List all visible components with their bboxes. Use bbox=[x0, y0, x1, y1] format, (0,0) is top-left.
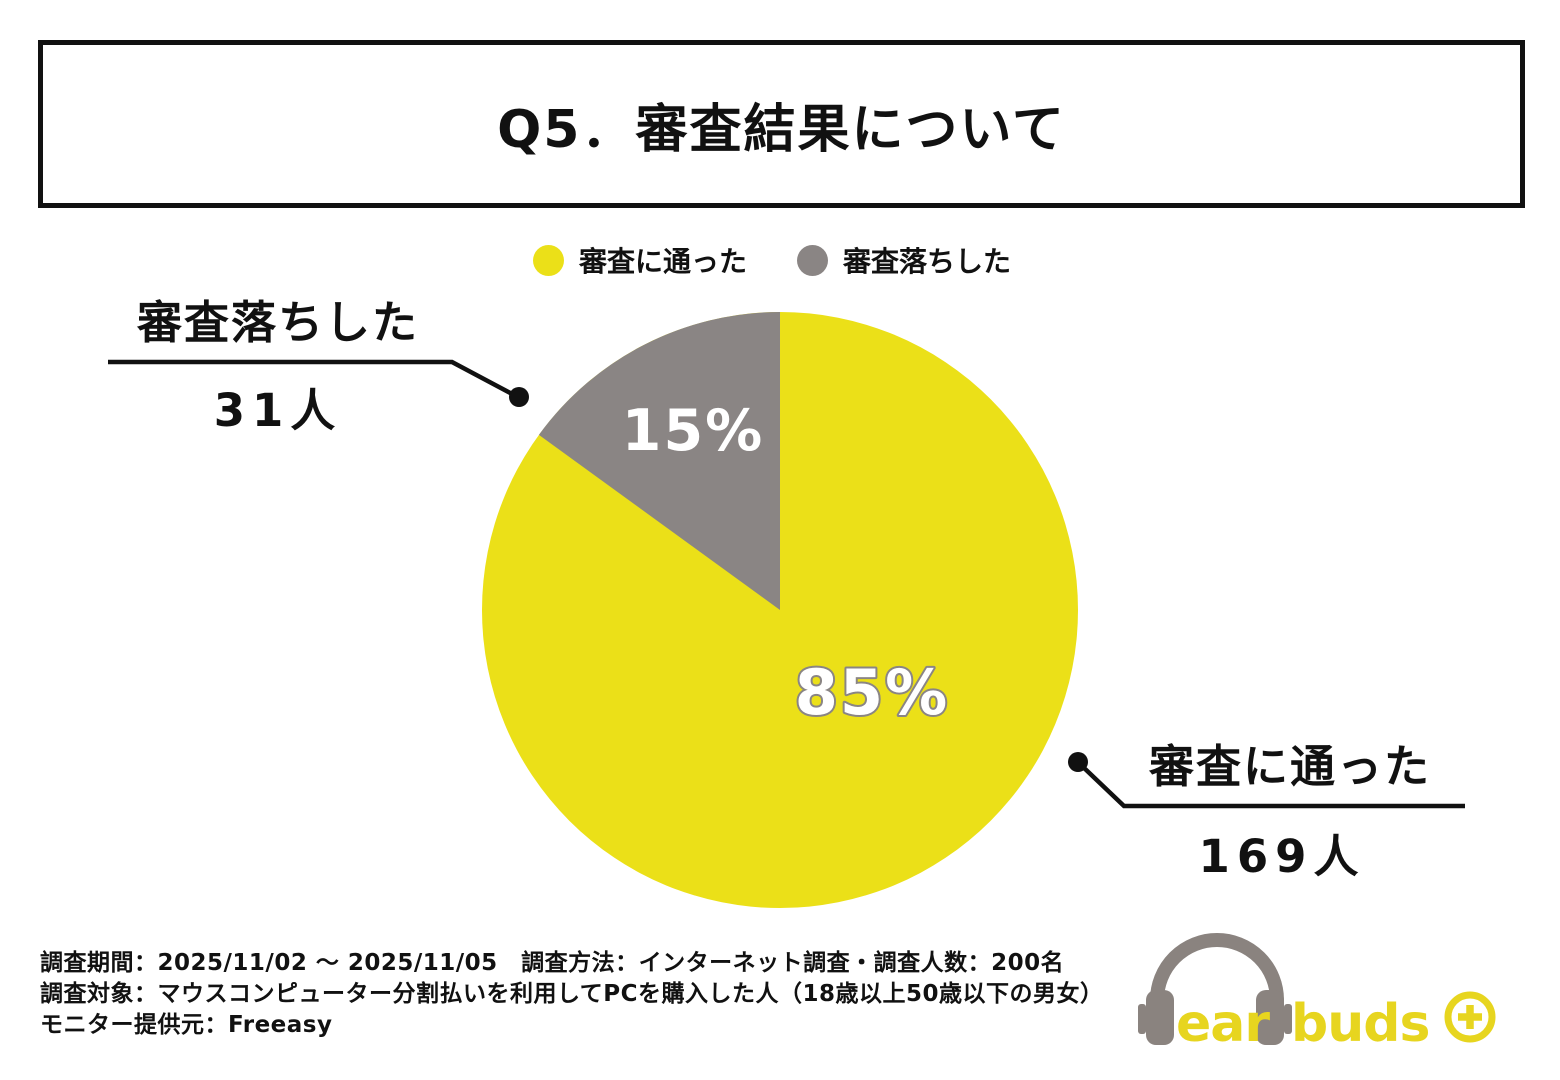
plus-icon bbox=[1444, 991, 1496, 1043]
survey-note-target: 調査対象：マウスコンピューター分割払いを利用してPCを購入した人（18歳以上50… bbox=[40, 981, 1104, 1007]
pie-label-approved: 85% bbox=[795, 656, 949, 729]
callout-rejected-value: 31人 bbox=[213, 384, 343, 437]
legend: 審査に通った 審査落ちした bbox=[462, 240, 1082, 280]
survey-note-period: 調査期間：2025/11/02 ～ 2025/11/05 調査方法：インターネッ… bbox=[40, 950, 1065, 976]
legend-label-approved: 審査に通った bbox=[578, 245, 747, 278]
callout-approved-value: 169人 bbox=[1198, 830, 1366, 883]
callout-rejected-label: 審査落ちした bbox=[136, 296, 419, 349]
callout-approved-label: 審査に通った bbox=[1148, 740, 1431, 793]
pie-slice-rejected bbox=[538, 312, 780, 610]
legend-swatch-rejected-icon bbox=[797, 244, 828, 276]
legend-item-approved: 審査に通った bbox=[532, 240, 747, 280]
logo-word-buds: buds bbox=[1291, 994, 1429, 1054]
legend-label-rejected: 審査落ちした bbox=[843, 245, 1012, 278]
title-box: Q5．審査結果について bbox=[38, 40, 1525, 208]
earbuds-logo: ear buds bbox=[1138, 933, 1496, 1054]
legend-item-rejected: 審査落ちした bbox=[797, 240, 1011, 280]
page-title: Q5．審査結果について bbox=[497, 99, 1066, 160]
survey-notes: 調査期間：2025/11/02 ～ 2025/11/05 調査方法：インターネッ… bbox=[40, 948, 1104, 1041]
pie-chart: 15% 85% bbox=[482, 312, 1078, 908]
headphones-icon bbox=[1138, 933, 1292, 1045]
survey-note-monitor: モニター提供元：Freeasy bbox=[40, 1012, 333, 1038]
legend-swatch-approved-icon bbox=[532, 244, 564, 276]
pie-label-rejected: 15% bbox=[622, 398, 764, 464]
logo-word-ear: ear bbox=[1176, 994, 1270, 1054]
